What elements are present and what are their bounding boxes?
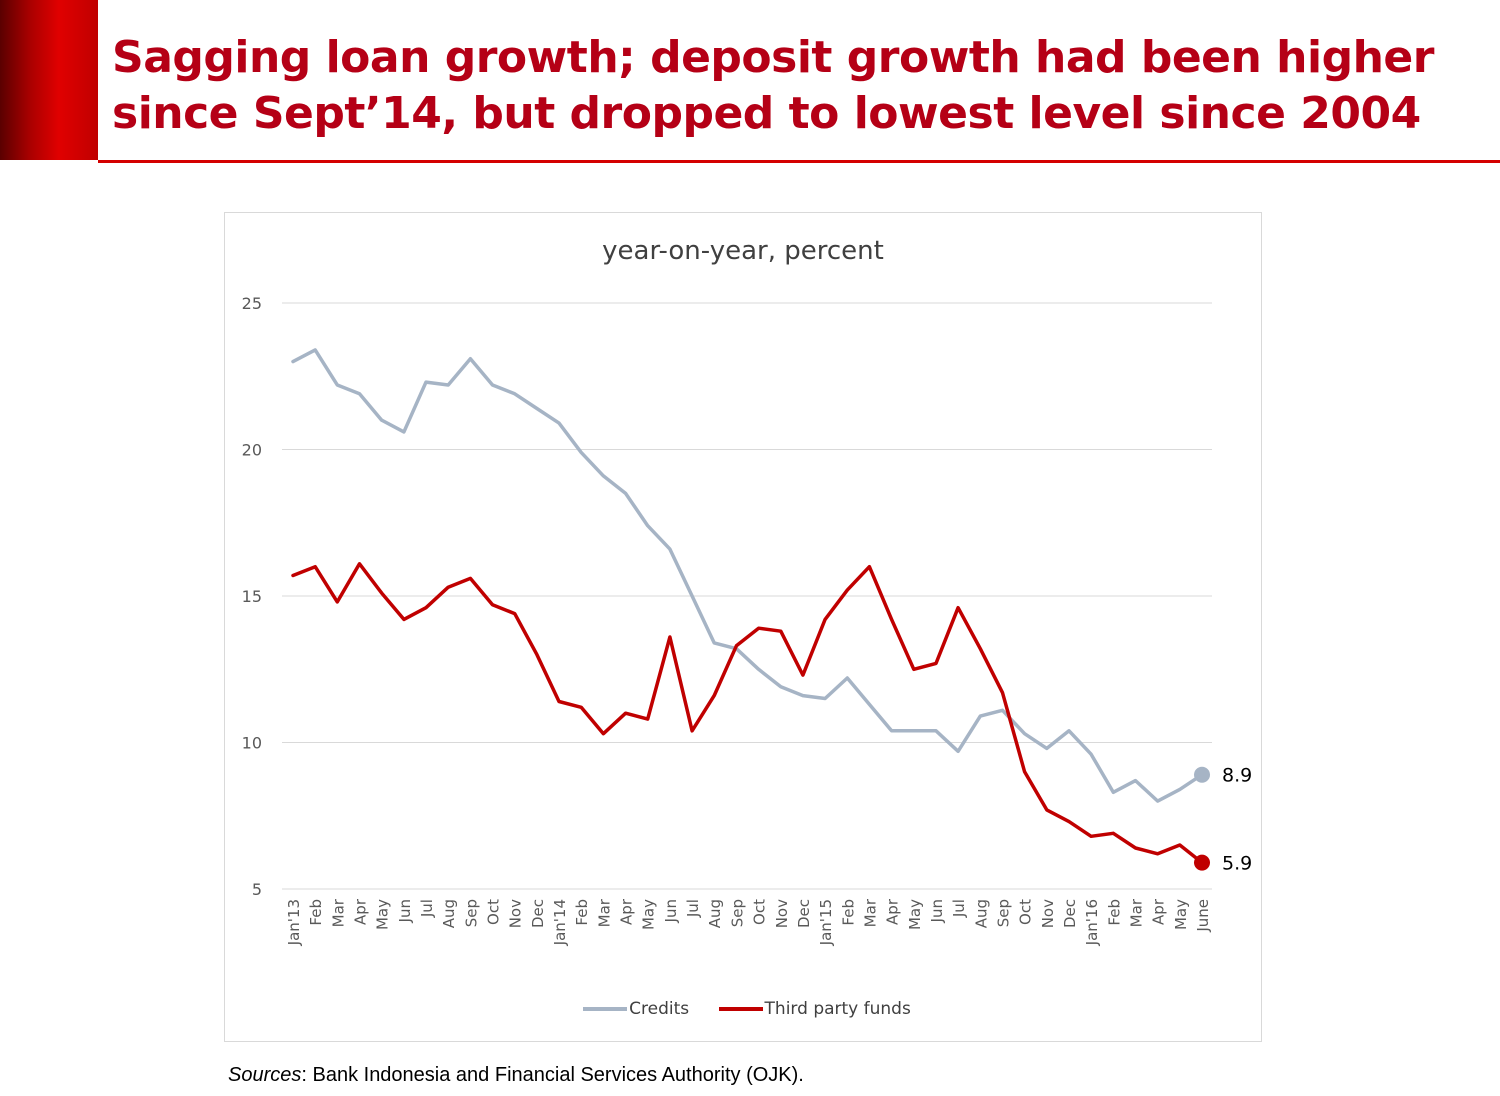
x-tick-label: Jan'16 xyxy=(1083,899,1101,946)
legend-swatch-third-party-funds xyxy=(718,1007,763,1011)
x-tick-label: May xyxy=(906,899,924,930)
slide-title-line-1: Sagging loan growth; deposit growth had … xyxy=(112,32,1434,83)
x-tick-label: Aug xyxy=(440,899,458,928)
x-tick-label: Sep xyxy=(462,899,480,927)
x-tick-label: Dec xyxy=(795,899,813,928)
x-tick-label: Jan'14 xyxy=(551,899,569,946)
x-tick-label: Mar xyxy=(329,898,347,927)
x-tick-label: Oct xyxy=(485,899,503,925)
x-tick-label: Jul xyxy=(950,899,968,918)
x-tick-label: Jun xyxy=(396,899,414,923)
end-marker-credits xyxy=(1194,766,1210,783)
end-label-third-party-funds: 5.9 xyxy=(1222,853,1252,875)
x-tick-label: Feb xyxy=(1105,899,1123,926)
y-tick-label: 10 xyxy=(242,734,262,753)
x-tick-label: Nov xyxy=(1039,899,1057,928)
x-tick-label: Jul xyxy=(684,899,702,918)
series-line-credits xyxy=(291,348,1204,803)
slide-title-line-2: since Sept’14, but dropped to lowest lev… xyxy=(112,88,1421,139)
x-tick-label: Jan'13 xyxy=(285,899,303,946)
x-tick-label: Jul xyxy=(418,899,436,918)
x-tick-label: Dec xyxy=(1061,899,1079,928)
x-tick-label: Dec xyxy=(529,899,547,928)
y-tick-label: 20 xyxy=(242,441,262,460)
x-tick-label: May xyxy=(640,899,658,930)
x-tick-label: Apr xyxy=(1150,898,1168,925)
x-tick-label: Jun xyxy=(928,899,946,923)
y-tick-label: 5 xyxy=(252,880,262,899)
end-marker-third-party-funds xyxy=(1194,854,1210,871)
x-tick-label: Nov xyxy=(773,899,791,928)
title-divider xyxy=(98,160,1500,163)
x-tick-label: May xyxy=(1172,899,1190,930)
legend-item-credits: Credits xyxy=(583,999,689,1019)
legend-label-third-party-funds: Third party funds xyxy=(764,999,911,1019)
chart-frame xyxy=(224,212,1262,1042)
x-tick-label: Aug xyxy=(972,899,990,928)
x-tick-label: Mar xyxy=(595,898,613,927)
x-tick-label: Feb xyxy=(307,899,325,926)
y-tick-label: 25 xyxy=(242,294,262,313)
x-tick-label: May xyxy=(374,899,392,930)
x-tick-label: Mar xyxy=(1127,898,1145,927)
x-tick-label: Aug xyxy=(706,899,724,928)
chart-legend: Credits Third party funds xyxy=(0,996,1494,1019)
x-tick-label: Oct xyxy=(1017,899,1035,925)
x-tick-label: Feb xyxy=(839,899,857,926)
legend-swatch-credits xyxy=(583,1007,628,1011)
end-label-credits: 8.9 xyxy=(1222,765,1252,787)
x-tick-label: Apr xyxy=(618,898,636,925)
legend-label-credits: Credits xyxy=(629,999,690,1019)
x-tick-label: Jun xyxy=(662,899,680,923)
x-tick-label: Apr xyxy=(884,898,902,925)
x-tick-label: Jan'15 xyxy=(817,899,835,946)
title-accent-bar xyxy=(0,0,98,160)
slide-title: Sagging loan growth; deposit growth had … xyxy=(112,30,1492,142)
series-line-third-party-funds xyxy=(291,562,1204,865)
x-tick-label: Oct xyxy=(751,899,769,925)
x-tick-label: Sep xyxy=(728,899,746,927)
x-tick-label: June xyxy=(1194,899,1212,933)
chart-title: year-on-year, percent xyxy=(602,236,884,266)
x-tick-label: Feb xyxy=(573,899,591,926)
x-tick-label: Sep xyxy=(994,899,1012,927)
x-tick-label: Nov xyxy=(507,899,525,928)
sources-note: Sources: Bank Indonesia and Financial Se… xyxy=(228,1064,804,1087)
y-tick-label: 15 xyxy=(242,587,262,606)
sources-text: : Bank Indonesia and Financial Services … xyxy=(301,1064,804,1086)
sources-label: Sources xyxy=(228,1064,302,1086)
legend-item-third-party-funds: Third party funds xyxy=(718,999,911,1019)
x-tick-label: Mar xyxy=(861,898,879,927)
x-tick-label: Apr xyxy=(352,898,370,925)
